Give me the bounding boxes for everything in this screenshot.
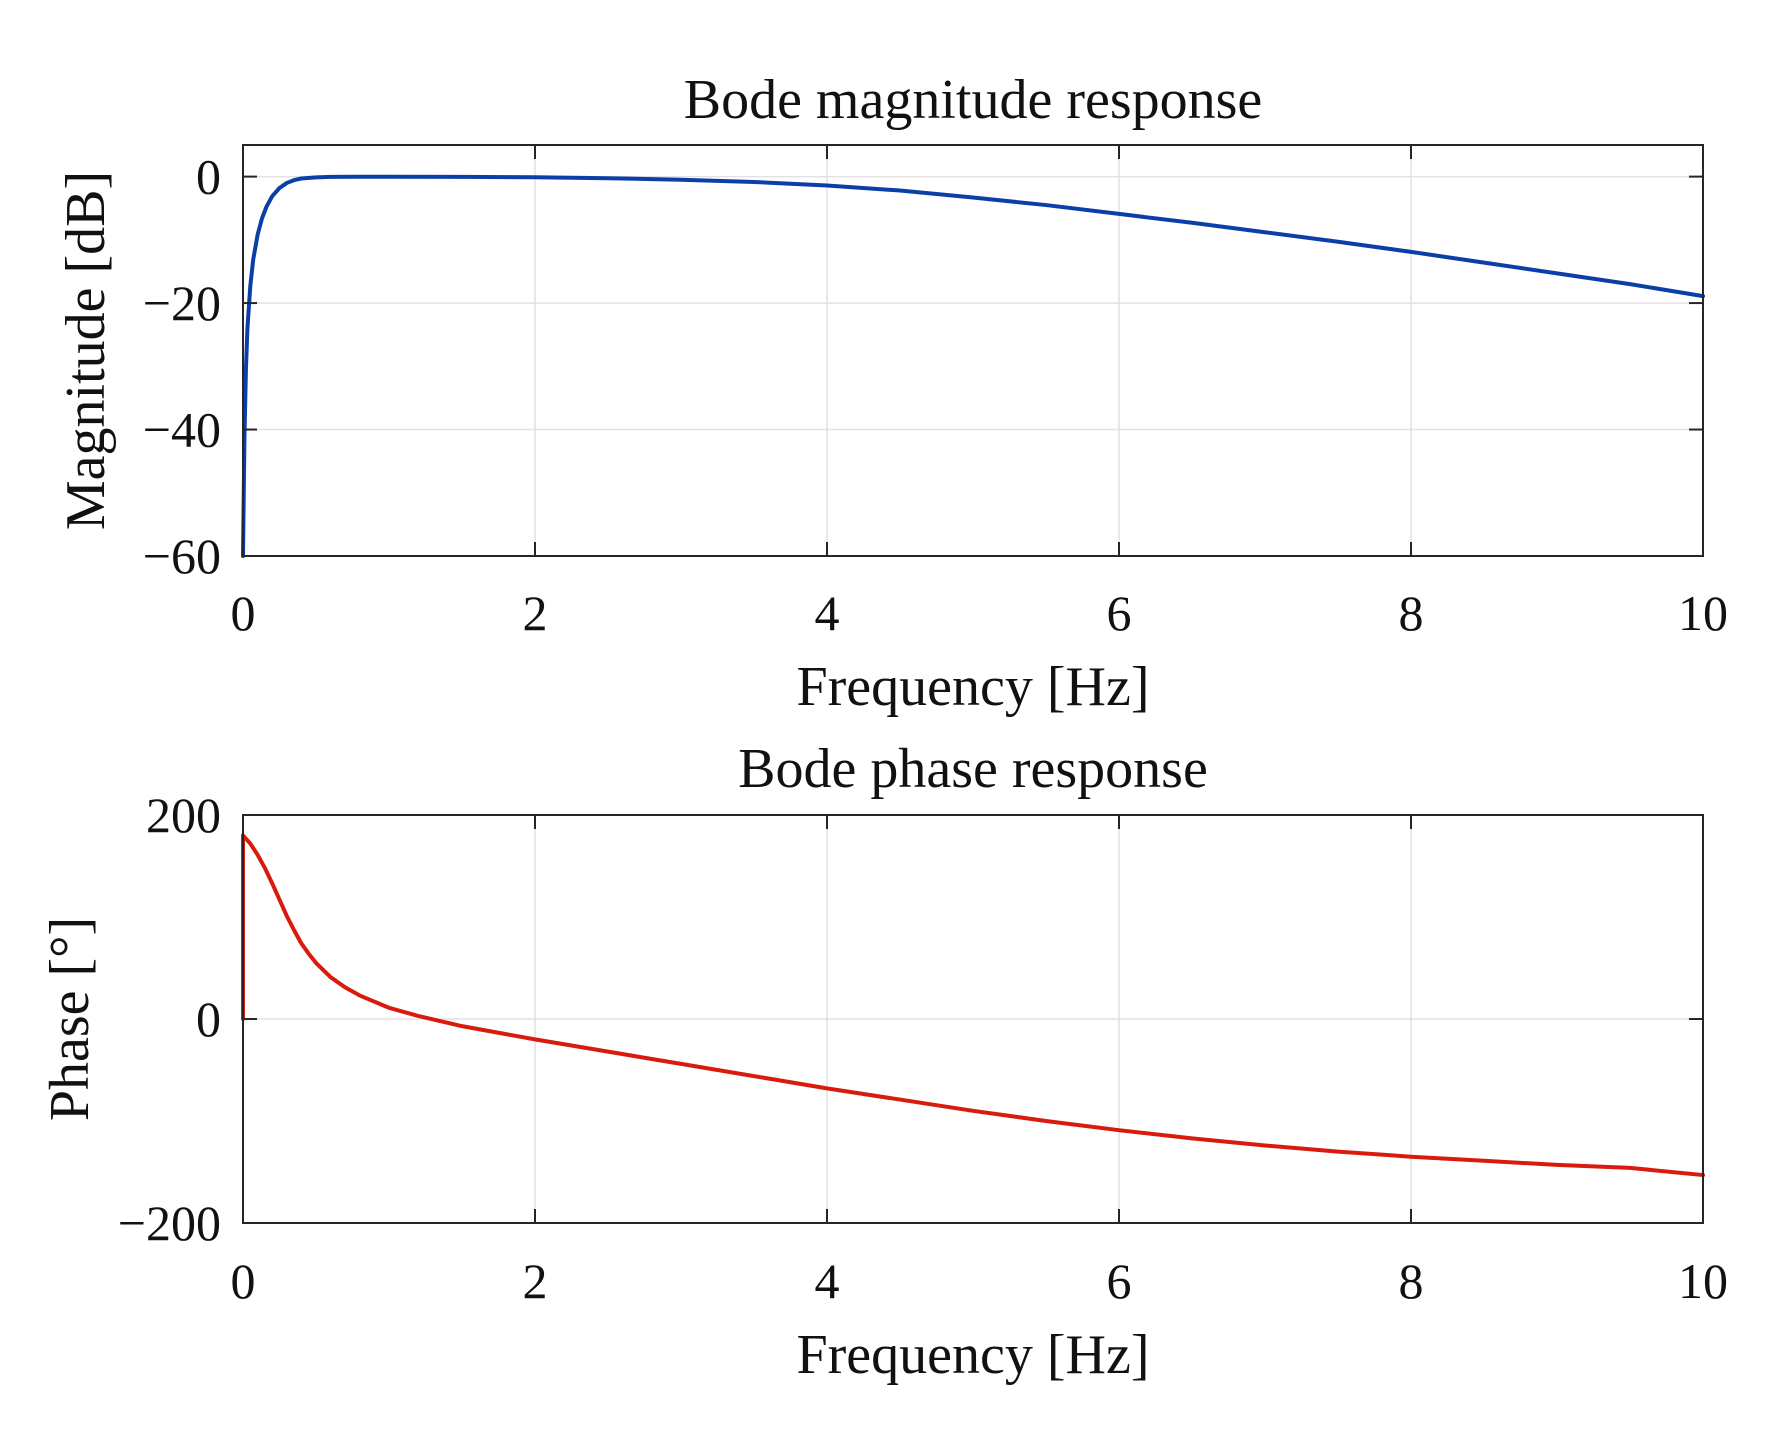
magnitude-x-axis-label: Frequency [Hz] — [797, 656, 1150, 718]
magnitude-y-tick-label: 0 — [196, 149, 221, 205]
magnitude-x-tick-label: 6 — [1107, 585, 1132, 641]
phase-chart-title: Bode phase response — [738, 738, 1208, 800]
magnitude-axes-box — [242, 144, 1704, 557]
magnitude-y-tick-label: −60 — [143, 528, 221, 584]
phase-y-axis-label: Phase [°] — [39, 917, 101, 1121]
magnitude-y-axis-label: Magnitude [dB] — [55, 171, 117, 530]
phase-y-tick-label: 200 — [146, 787, 221, 843]
phase-y-tick-label: −200 — [118, 1195, 221, 1251]
phase-x-tick-label: 2 — [523, 1253, 548, 1309]
phase-x-tick-label: 10 — [1678, 1253, 1728, 1309]
magnitude-y-tick-label: −40 — [143, 402, 221, 458]
phase-x-axis-label: Frequency [Hz] — [797, 1324, 1150, 1386]
magnitude-y-tick-label: −20 — [143, 275, 221, 331]
magnitude-series-line — [241, 174, 1705, 558]
magnitude-x-tick-label: 4 — [815, 585, 840, 641]
phase-x-tick-label: 0 — [231, 1253, 256, 1309]
magnitude-x-tick-label: 2 — [523, 585, 548, 641]
magnitude-chart: 0 2 4 6 8 10 −60 −40 −20 0 Bode magnitude response… — [55, 69, 1728, 718]
phase-x-tick-label: 8 — [1399, 1253, 1424, 1309]
magnitude-x-tick-label: 8 — [1399, 585, 1424, 641]
phase-x-tick-label: 6 — [1107, 1253, 1132, 1309]
phase-x-tick-label: 4 — [815, 1253, 840, 1309]
magnitude-x-tick-label: 0 — [231, 585, 256, 641]
phase-y-tick-label: 0 — [196, 991, 221, 1047]
magnitude-chart-title: Bode magnitude response — [684, 69, 1263, 131]
phase-series-line — [241, 833, 1705, 1178]
magnitude-x-tick-label: 10 — [1678, 585, 1728, 641]
